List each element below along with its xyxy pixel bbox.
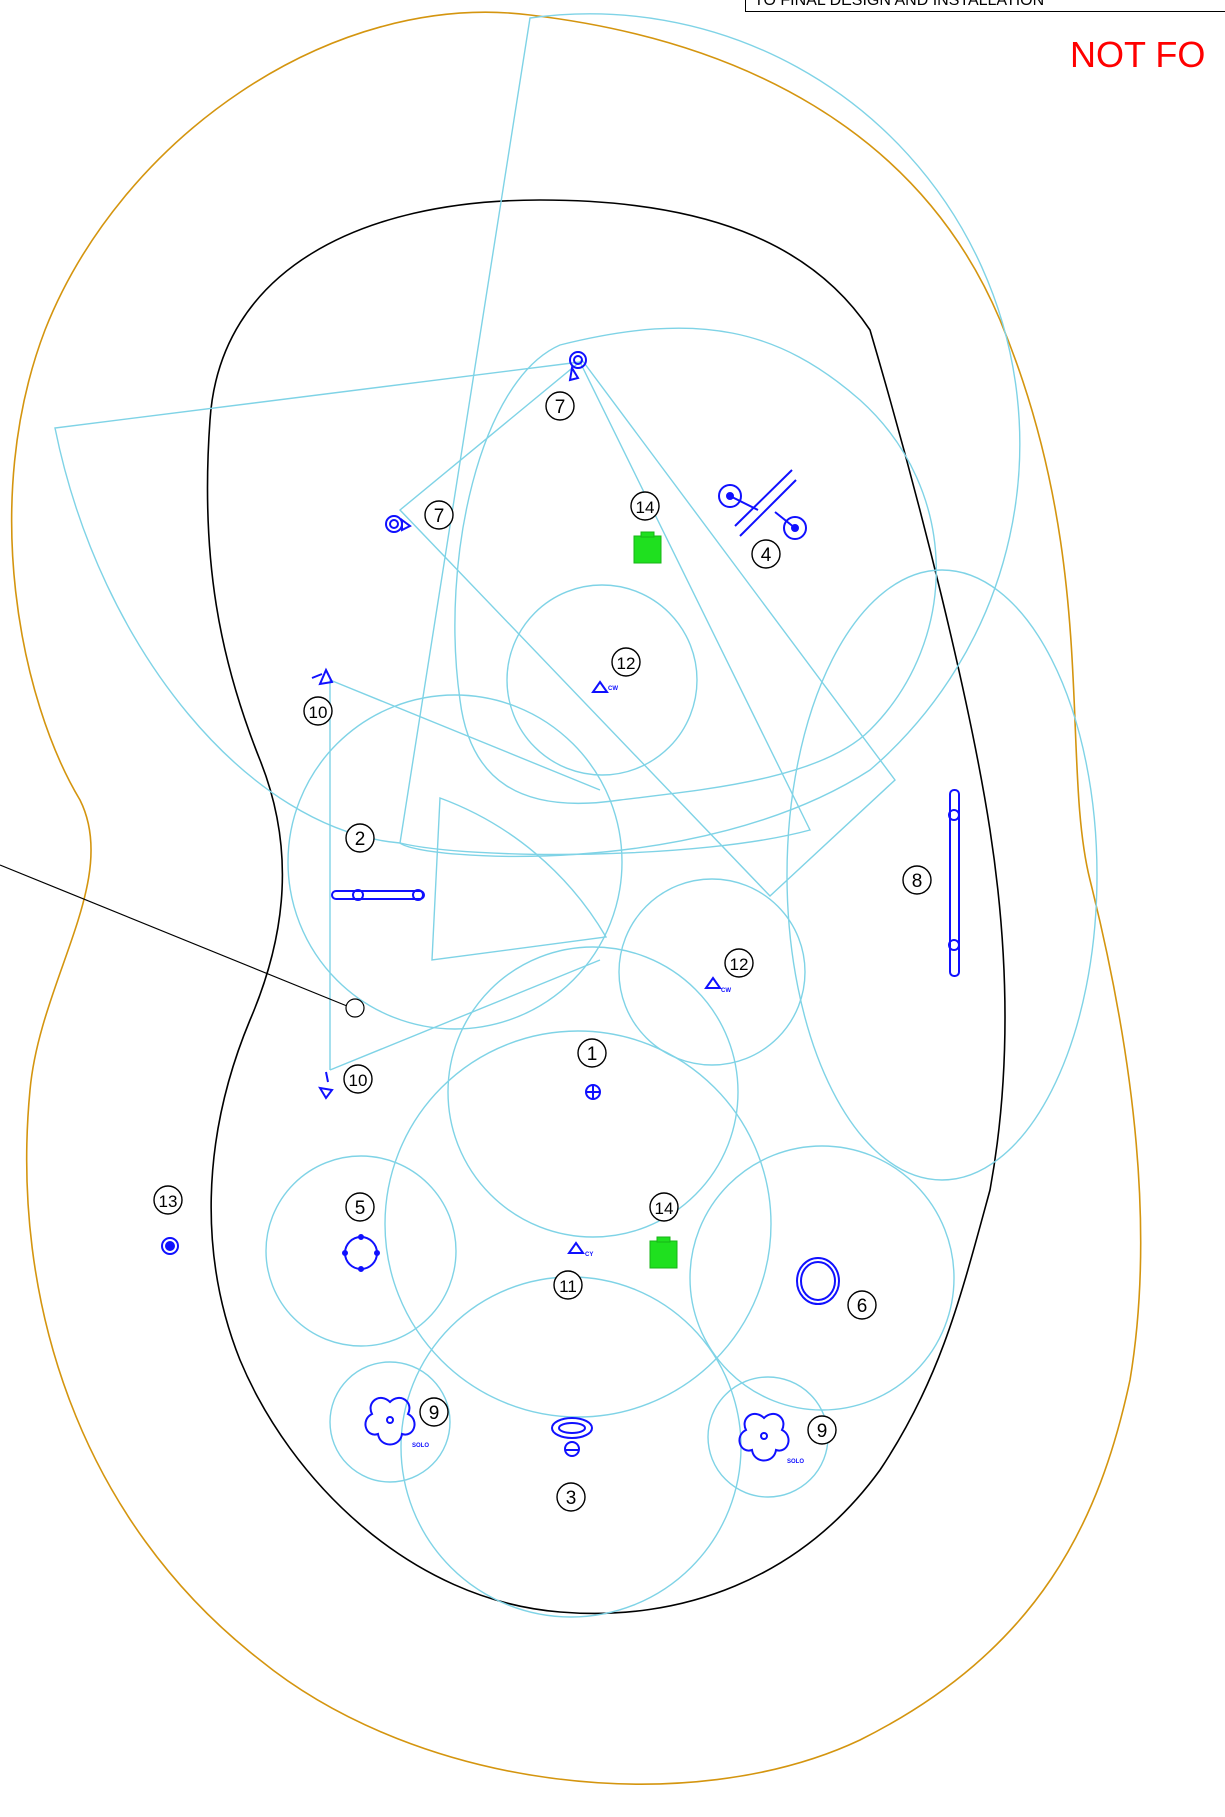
svg-text:9: 9 xyxy=(429,1403,440,1424)
callout-13: 13 xyxy=(153,1185,183,1215)
coverage-circle-9a xyxy=(329,1361,451,1483)
callout-9a: 9 xyxy=(419,1397,449,1427)
callout-8: 8 xyxy=(902,865,932,895)
callout-3: 3 xyxy=(556,1482,586,1512)
marker-14b-icon xyxy=(649,1236,678,1269)
coverage-rect-7 xyxy=(398,358,896,897)
fitting-7b-icon xyxy=(385,515,412,533)
fixture-9b-icon xyxy=(738,1412,790,1462)
coverage-circle-5 xyxy=(265,1155,457,1347)
callout-7b: 7 xyxy=(424,500,454,530)
coverage-circle-3 xyxy=(400,1276,742,1618)
fitting-10a-icon xyxy=(311,667,334,686)
callout-1: 1 xyxy=(577,1038,607,1068)
fixture-6-icon xyxy=(796,1257,840,1305)
svg-text:1: 1 xyxy=(587,1044,598,1065)
pool-edge xyxy=(206,199,1006,1615)
callout-9b: 9 xyxy=(807,1415,837,1445)
coverage-circle-1 xyxy=(447,946,739,1238)
marker-14a-icon xyxy=(633,531,662,564)
fixture-8-icon xyxy=(948,789,960,977)
leader-line xyxy=(0,864,348,1007)
tag-solo-9a: SOLO xyxy=(412,1443,429,1449)
coverage-sector-7b xyxy=(54,361,812,856)
callout-2: 2 xyxy=(345,823,375,853)
svg-text:2: 2 xyxy=(355,829,366,850)
fitting-12b-icon xyxy=(704,976,722,989)
svg-text:9: 9 xyxy=(817,1421,828,1442)
callout-4: 4 xyxy=(751,539,781,569)
callout-12a: 12 xyxy=(611,647,641,677)
svg-text:12: 12 xyxy=(730,955,749,974)
coverage-circle-12a xyxy=(506,584,698,776)
coverage-line-10a xyxy=(329,679,601,791)
svg-text:5: 5 xyxy=(355,1198,366,1219)
svg-text:6: 6 xyxy=(857,1296,868,1317)
svg-text:4: 4 xyxy=(761,545,772,566)
tag-solo-9b: SOLO xyxy=(787,1459,804,1465)
svg-text:13: 13 xyxy=(159,1192,178,1211)
main-drain-1-icon xyxy=(585,1084,601,1100)
tag-cw-12a: CW xyxy=(608,686,618,692)
coverage-circle-2 xyxy=(287,694,623,1030)
svg-text:10: 10 xyxy=(309,703,328,722)
fixture-4-icon xyxy=(718,469,807,540)
svg-text:8: 8 xyxy=(912,871,923,892)
svg-text:7: 7 xyxy=(555,397,566,418)
tag-cy-11: CY xyxy=(585,1252,593,1258)
callout-12b: 12 xyxy=(724,948,754,978)
svg-text:11: 11 xyxy=(559,1277,577,1296)
fitting-12a-icon xyxy=(591,680,609,693)
fitting-11-icon xyxy=(567,1241,585,1254)
leader-node xyxy=(345,998,365,1018)
fixture-2-icon xyxy=(331,889,425,901)
coverage-ellipse-8 xyxy=(786,569,1098,1181)
callout-11: 11 xyxy=(553,1270,583,1300)
fixture-9a-icon xyxy=(364,1396,416,1446)
svg-text:12: 12 xyxy=(617,654,636,673)
coverage-circle-12b xyxy=(618,878,806,1066)
callout-10a: 10 xyxy=(303,696,333,726)
fixture-13-icon xyxy=(161,1237,179,1255)
coverage-circle-11 xyxy=(384,1030,772,1418)
callout-5: 5 xyxy=(345,1192,375,1222)
svg-text:14: 14 xyxy=(655,1199,674,1218)
coverage-stadium-4 xyxy=(454,327,937,804)
callout-6: 6 xyxy=(847,1290,877,1320)
callout-14a: 14 xyxy=(630,491,660,521)
svg-text:7: 7 xyxy=(434,506,445,527)
not-for-construction-stamp: NOT FO xyxy=(1070,34,1206,75)
coverage-sector-2 xyxy=(431,797,608,961)
header-note: TO FINAL DESIGN AND INSTALLATION xyxy=(745,0,1225,12)
svg-text:10: 10 xyxy=(349,1071,368,1090)
svg-text:3: 3 xyxy=(566,1488,577,1509)
fitting-10b-icon xyxy=(318,1071,334,1100)
callout-10b: 10 xyxy=(343,1064,373,1094)
tag-cw-12b: CW xyxy=(721,988,731,994)
fixture-5-icon xyxy=(342,1234,380,1272)
fixture-3-icon xyxy=(551,1417,593,1457)
svg-text:14: 14 xyxy=(636,498,655,517)
callout-7a: 7 xyxy=(545,391,575,421)
coverage-circle-6 xyxy=(689,1145,955,1411)
coverage-sector-7a xyxy=(399,13,1021,858)
callout-14b: 14 xyxy=(649,1192,679,1222)
fitting-7a-icon xyxy=(568,351,587,382)
outer-boundary xyxy=(10,11,1142,1785)
coverage-line-10b xyxy=(329,680,601,1071)
